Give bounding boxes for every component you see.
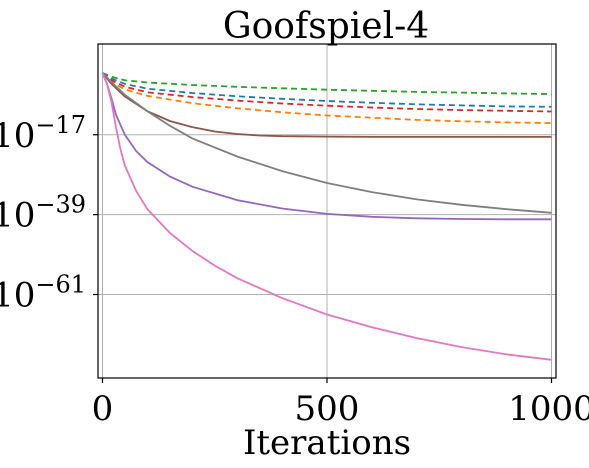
y-tick-label: 10−61 xyxy=(0,271,86,316)
tick-layer: 0 500 1000 10−17 10−39 10−61 xyxy=(0,111,589,429)
series-line-8 xyxy=(101,72,552,361)
x-tick-label: 500 xyxy=(295,389,360,429)
series-line-1 xyxy=(102,72,552,95)
x-tick-label: 0 xyxy=(92,389,114,429)
x-axis-label: Iterations xyxy=(243,423,411,463)
series-line-7 xyxy=(101,72,552,221)
x-tick-label: 1000 xyxy=(508,389,589,429)
series-line-3 xyxy=(101,72,552,113)
y-tick-label: 10−39 xyxy=(0,191,86,236)
y-tick-label: 10−17 xyxy=(0,111,86,156)
chart-title: Goofspiel-4 xyxy=(223,6,429,47)
grid-layer xyxy=(98,44,556,378)
series-line-6 xyxy=(101,72,552,214)
series-layer xyxy=(101,72,552,361)
series-line-2 xyxy=(102,72,552,108)
